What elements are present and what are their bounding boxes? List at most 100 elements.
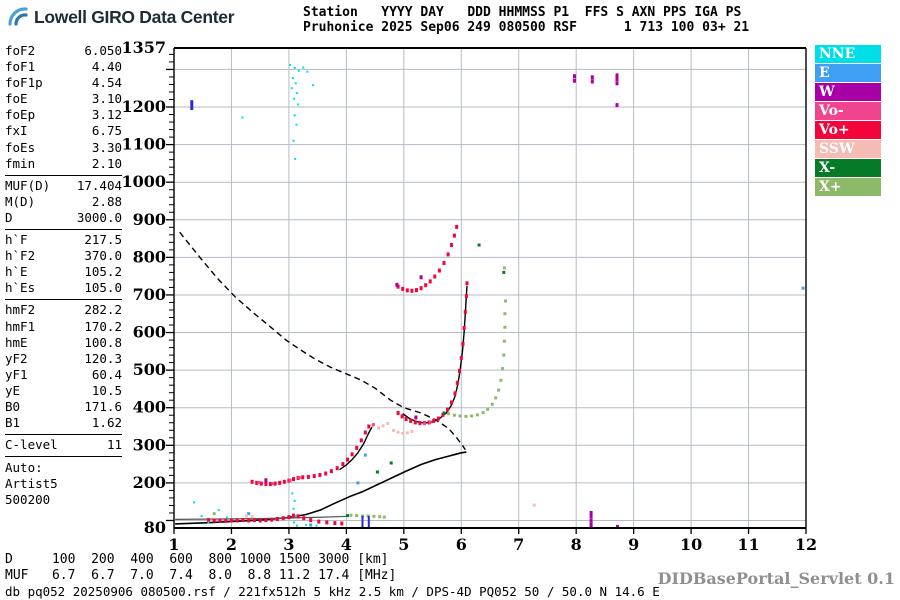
y-tick-label: 200 (133, 473, 166, 492)
echo-point-w (589, 514, 593, 519)
y-tick-label: 1200 (121, 97, 166, 116)
echo-point-vo (325, 520, 329, 525)
parameter-label: h`F2 (5, 248, 36, 264)
echo-point-x (486, 407, 490, 411)
parameter-row: B1 1.62 (5, 415, 122, 431)
echo-point-nne (241, 116, 244, 119)
echo-point-nne (290, 87, 293, 90)
echo-point-e (356, 481, 360, 485)
echo-point-vo (292, 513, 295, 518)
parameter-value: 171.6 (84, 398, 122, 414)
echo-point-nne (291, 492, 294, 495)
echo-point-vo (396, 411, 400, 415)
x-tick-label: 8 (571, 535, 582, 554)
y-tick-label: 300 (133, 435, 166, 454)
echo-point-vo (450, 243, 453, 247)
echo-point-w (395, 282, 399, 287)
sounding-header-line2: Pruhonice 2025 Sep06 249 080500 RSF 1 71… (303, 19, 750, 35)
y-tick-label: 1357 (121, 38, 166, 57)
x-tick-label: 2 (226, 535, 237, 554)
echo-point-w (615, 81, 619, 86)
brand[interactable]: Lowell GIRO Data Center (7, 5, 235, 29)
muf-table-d-row: D 100 200 400 600 800 1000 1500 3000 [km… (5, 552, 389, 567)
echo-point-vo (271, 482, 275, 486)
parameter-value: 6.75 (91, 123, 122, 139)
echo-point-vo (452, 233, 456, 238)
echo-point-vo (259, 481, 263, 486)
echo-point-vo (446, 407, 449, 412)
parameter-row: foE 3.10 (5, 91, 122, 107)
echo-point-vo (207, 518, 210, 523)
parameter-label: hmE (5, 334, 28, 350)
echo-point-ssw (401, 431, 405, 435)
y-tick-label: 900 (133, 210, 166, 229)
x-tick-label: 1 (168, 535, 179, 554)
echo-point-e (309, 523, 313, 527)
parameter-value: 120.3 (84, 350, 122, 366)
echo-point-w (590, 79, 594, 84)
parameter-label: yF2 (5, 350, 28, 366)
parameter-row: h`E 105.2 (5, 264, 122, 280)
echo-point-vo (359, 438, 363, 443)
echo-point-nne (312, 84, 314, 87)
echo-point-vo (329, 469, 333, 474)
echo-point-vo (346, 457, 349, 462)
echo-point-w (615, 103, 619, 108)
parameter-row: hmF1 170.2 (5, 319, 122, 335)
echo-point-vo (241, 518, 245, 523)
parameter-value: 11 (106, 437, 122, 453)
echo-point-vo (415, 288, 418, 293)
echo-point-vo (218, 518, 222, 523)
echo-point-nne (293, 97, 296, 100)
echo-point-vo (288, 478, 292, 482)
echo-point-vo (432, 418, 436, 423)
echo-point-vo (257, 481, 261, 484)
echo-point-vo (459, 356, 463, 361)
parameter-label: h`Es (5, 280, 36, 296)
echo-point-ssw (377, 426, 380, 430)
x-tick-label: 5 (398, 535, 409, 554)
echo-point-vo (441, 412, 445, 417)
autoscaling-line: Artist5 (5, 476, 58, 492)
parameter-row: h`F 217.5 (5, 232, 122, 248)
y-tick-label: 600 (133, 323, 166, 342)
parameter-value: 105.0 (84, 280, 122, 296)
echo-point-x (481, 411, 485, 415)
echo-point-x (372, 514, 376, 518)
parameter-label: D (5, 209, 13, 225)
echo-point-ssw (250, 515, 254, 519)
echo-point-x (212, 512, 216, 516)
echo-point-vo (446, 252, 450, 257)
echo-point-vo (270, 517, 274, 522)
echo-point-vo (465, 281, 469, 286)
echo-point-vo (413, 420, 417, 425)
parameter-value: 4.54 (91, 75, 122, 91)
echo-point-vo (312, 474, 316, 479)
parameter-value: 105.2 (84, 264, 122, 280)
parameter-label: h`E (5, 264, 28, 280)
echo-point-vo (409, 418, 413, 423)
echo-point-vo (278, 480, 282, 485)
echo-point-x (458, 414, 462, 418)
echo-point-x (452, 413, 456, 417)
parameter-label: foF1 (5, 59, 36, 75)
echo-point-vo (400, 414, 404, 419)
echo-point-x (447, 412, 451, 416)
echo-point-vo (309, 518, 313, 523)
parameter-value: 3000.0 (76, 209, 122, 225)
echo-point-vo (252, 518, 256, 523)
muf-table-muf-row: MUF 6.7 6.7 7.0 7.4 8.0 8.8 11.2 17.4 [M… (5, 567, 397, 583)
echo-point-vo (269, 482, 272, 486)
echo-point-vo (419, 286, 423, 291)
parameter-label: foF1p (5, 75, 43, 91)
echo-point-vo (410, 288, 414, 293)
echo-point-vo (258, 518, 262, 523)
echo-point-vo (306, 474, 310, 479)
parameter-value: 217.5 (84, 232, 122, 248)
echo-point-w (615, 77, 619, 82)
echo-point-vo (428, 420, 432, 424)
interference-bar (367, 516, 370, 528)
echo-point-nne (217, 509, 220, 511)
echo-point-nne (306, 70, 309, 73)
muf-table: D 100 200 400 600 800 1000 1500 3000 [km… (5, 552, 396, 583)
